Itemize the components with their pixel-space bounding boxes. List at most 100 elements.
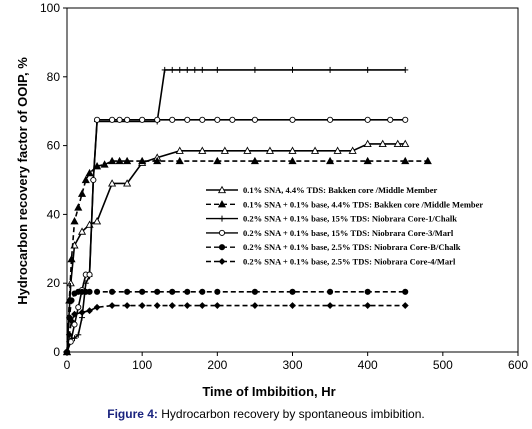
axes: 0 100 200 300 400 500 600 0 20 40 60 80 100	[40, 1, 528, 372]
data-point	[184, 66, 191, 73]
figure-caption: Figure 4: Hydrocarbon recovery by sponta…	[0, 407, 532, 421]
data-point	[93, 162, 102, 170]
data-point	[326, 302, 334, 309]
y-axis-title: Hydrocarbon recovery factor of OOIP, %	[15, 57, 30, 305]
data-point	[213, 156, 222, 165]
x-tick-label: 100	[132, 358, 152, 372]
legend-label: 0.2% SNA + 0.1% base, 15% TDS: Niobrara …	[243, 228, 454, 238]
data-point	[169, 288, 176, 295]
data-point	[364, 116, 371, 123]
data-point	[310, 146, 320, 154]
data-point	[402, 288, 409, 295]
data-point	[213, 302, 221, 309]
data-point	[251, 302, 259, 309]
data-point	[214, 116, 221, 123]
data-point	[115, 156, 124, 165]
data-point	[199, 288, 206, 295]
data-point	[108, 156, 117, 165]
series-5	[63, 288, 409, 356]
y-tick-label: 60	[47, 139, 61, 153]
data-point	[123, 156, 132, 165]
data-point	[401, 139, 410, 147]
data-point	[198, 302, 206, 309]
data-point	[65, 331, 73, 339]
data-point	[86, 288, 93, 295]
data-point	[100, 160, 109, 168]
data-point	[214, 288, 221, 295]
data-point	[199, 66, 206, 73]
data-point	[70, 217, 79, 225]
data-point	[289, 288, 296, 295]
data-point	[243, 146, 252, 154]
data-point	[123, 179, 132, 187]
data-point	[363, 156, 372, 165]
legend-marker	[218, 229, 226, 236]
data-point	[363, 139, 372, 147]
data-point	[124, 116, 131, 123]
data-point	[154, 288, 161, 295]
data-point	[109, 116, 116, 123]
data-point	[71, 335, 78, 342]
data-point	[108, 302, 116, 309]
data-point	[94, 288, 101, 295]
x-tick-label: 300	[282, 358, 302, 372]
data-point	[67, 254, 76, 263]
data-point	[348, 146, 357, 154]
legend-label: 0.2% SNA + 0.1% base, 2.5% TDS: Niobrara…	[243, 242, 461, 252]
x-axis-title: Time of Imbibition, Hr	[202, 384, 335, 399]
data-point	[75, 331, 82, 338]
data-point	[327, 66, 334, 73]
data-point	[68, 297, 75, 304]
y-tick-label: 40	[47, 207, 61, 221]
data-point	[78, 309, 86, 316]
data-point	[220, 146, 229, 154]
series-line	[66, 160, 428, 353]
plot-frame	[66, 7, 519, 353]
data-point	[402, 66, 409, 73]
legend: 0.1% SNA, 4.4% TDS: Bakken core /Middle …	[206, 185, 483, 267]
data-point	[109, 288, 116, 295]
data-point	[364, 302, 372, 309]
data-point	[378, 139, 387, 147]
data-point	[85, 168, 94, 177]
data-point	[214, 66, 221, 73]
data-point	[169, 116, 176, 123]
data-point	[71, 310, 78, 318]
y-tick-label: 20	[47, 276, 61, 290]
legend-entry-3: 0.2% SNA + 0.1% base, 15% TDS: Niobrara …	[206, 214, 457, 224]
data-point	[184, 288, 191, 295]
data-point	[74, 203, 83, 211]
data-point	[175, 146, 184, 154]
series-2	[62, 156, 432, 356]
data-point	[161, 66, 168, 73]
plot-area	[62, 66, 432, 356]
x-tick-label: 0	[64, 358, 71, 372]
data-point	[401, 302, 409, 309]
data-point	[288, 146, 297, 154]
data-point	[326, 156, 335, 165]
legend-entry-4: 0.2% SNA + 0.1% base, 15% TDS: Niobrara …	[206, 228, 454, 238]
data-point	[94, 116, 101, 123]
data-point	[229, 116, 236, 123]
data-point	[393, 139, 402, 147]
x-tick-label: 600	[508, 358, 528, 372]
data-point	[199, 116, 206, 123]
data-point	[71, 321, 78, 328]
data-point	[288, 156, 297, 165]
legend-label: 0.2% SNA + 0.1% base, 2.5% TDS: Niobrara…	[243, 257, 456, 267]
y-tick-label: 0	[53, 345, 60, 359]
data-point	[175, 156, 184, 165]
data-point	[86, 271, 93, 278]
data-point	[289, 66, 296, 73]
data-point	[116, 116, 123, 123]
legend-marker	[219, 215, 225, 222]
data-point	[154, 116, 161, 123]
data-point	[77, 189, 87, 197]
data-point	[364, 66, 371, 73]
data-point	[153, 302, 161, 309]
series-6	[63, 302, 409, 356]
x-tick-label: 200	[207, 358, 227, 372]
data-point	[198, 146, 207, 154]
y-tick-label: 100	[40, 1, 60, 15]
